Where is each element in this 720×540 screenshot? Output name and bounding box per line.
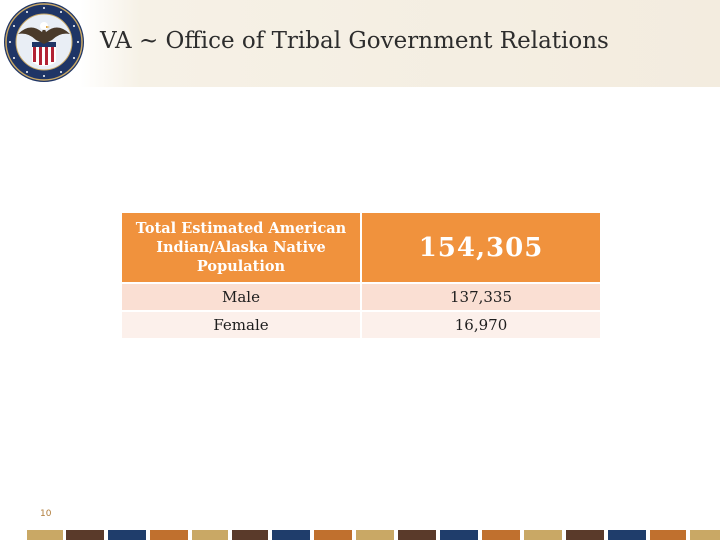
row-value: 137,335 [360, 282, 602, 312]
page-title: VA ~ Office of Tribal Government Relatio… [100, 28, 609, 54]
stripe-segment [192, 530, 228, 540]
population-table: Total Estimated American Indian/Alaska N… [120, 211, 602, 340]
stripe-segment [524, 530, 562, 540]
row-label: Male [120, 282, 362, 312]
table-row-female: Female 16,970 [120, 310, 602, 340]
stripe-segment [690, 530, 720, 540]
row-value: 16,970 [360, 310, 602, 340]
va-seal-icon [4, 2, 84, 82]
stripe-segment [0, 530, 25, 540]
stripe-segment [108, 530, 146, 540]
stripe-segment [608, 530, 646, 540]
stripe-segment [566, 530, 604, 540]
table-header-row: Total Estimated American Indian/Alaska N… [120, 211, 602, 284]
bottom-color-stripe [0, 530, 720, 540]
stripe-segment [66, 530, 104, 540]
stripe-segment [272, 530, 310, 540]
stripe-segment [440, 530, 478, 540]
stripe-segment [356, 530, 394, 540]
stripe-segment [650, 530, 686, 540]
header-band [0, 0, 720, 87]
total-population-value: 154,305 [360, 211, 602, 284]
table-row-male: Male 137,335 [120, 282, 602, 312]
stripe-segment [398, 530, 436, 540]
row-label: Female [120, 310, 362, 340]
stripe-segment [27, 530, 63, 540]
total-population-label: Total Estimated American Indian/Alaska N… [120, 211, 362, 284]
stripe-segment [232, 530, 268, 540]
page-number: 10 [40, 509, 52, 519]
stripe-segment [314, 530, 352, 540]
stripe-segment [150, 530, 188, 540]
stripe-segment [482, 530, 520, 540]
